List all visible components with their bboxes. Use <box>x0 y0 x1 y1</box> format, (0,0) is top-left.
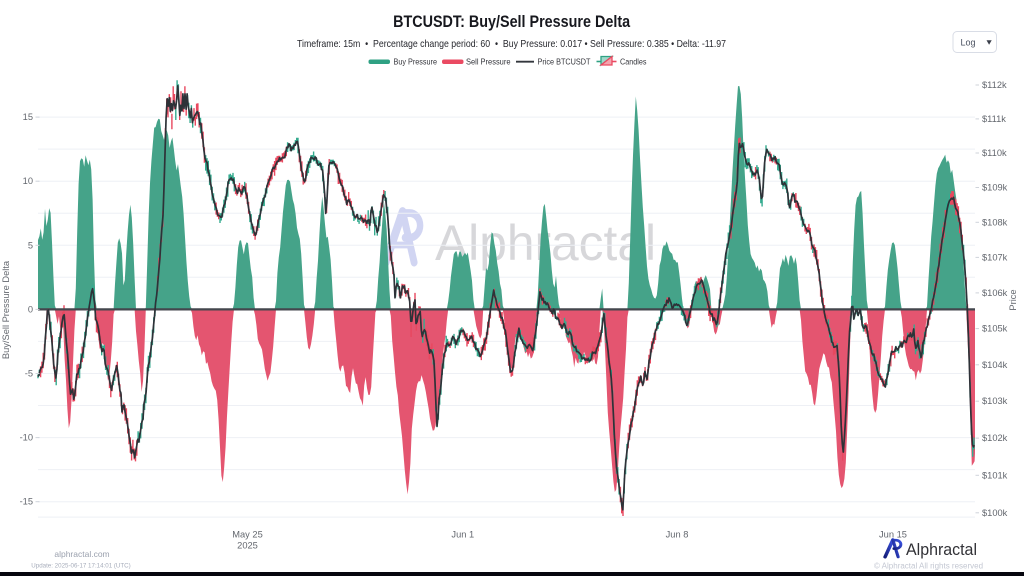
svg-text:BTCUSDT: Buy/Sell Pressure Del: BTCUSDT: Buy/Sell Pressure Delta <box>393 12 630 31</box>
svg-text:Candles: Candles <box>620 57 647 67</box>
svg-text:$109k: $109k <box>982 183 1008 193</box>
svg-text:$101k: $101k <box>982 470 1008 480</box>
svg-text:May 25: May 25 <box>232 530 263 540</box>
svg-text:Update: 2025-06-17 17:14:01 (U: Update: 2025-06-17 17:14:01 (UTC) <box>31 563 130 570</box>
svg-text:Price BTCUSDT: Price BTCUSDT <box>538 57 592 67</box>
svg-text:5: 5 <box>28 240 33 250</box>
svg-text:-10: -10 <box>20 433 33 443</box>
svg-text:-15: -15 <box>20 497 33 507</box>
svg-text:$100k: $100k <box>982 508 1008 518</box>
svg-text:$102k: $102k <box>982 433 1008 443</box>
svg-text:-5: -5 <box>25 369 33 379</box>
svg-text:10: 10 <box>23 176 33 186</box>
svg-text:Jun 15: Jun 15 <box>879 530 907 540</box>
svg-text:Log: Log <box>961 37 976 47</box>
svg-text:Jun 1: Jun 1 <box>451 530 474 540</box>
svg-text:Buy Pressure: Buy Pressure <box>394 57 438 67</box>
svg-text:Jun 8: Jun 8 <box>666 530 689 540</box>
svg-text:$110k: $110k <box>982 148 1007 158</box>
svg-text:Timeframe: 15m • Percentage: Timeframe: 15m • Percentage change perio… <box>297 39 726 50</box>
svg-text:$104k: $104k <box>982 360 1008 370</box>
svg-text:Sell Pressure: Sell Pressure <box>466 57 511 67</box>
svg-text:$108k: $108k <box>982 217 1008 227</box>
svg-text:Price: Price <box>1008 289 1018 310</box>
svg-text:$106k: $106k <box>982 288 1008 298</box>
svg-text:$112k: $112k <box>982 80 1007 90</box>
svg-text:alphractal.com: alphractal.com <box>54 549 109 559</box>
svg-text:$107k: $107k <box>982 252 1008 262</box>
svg-text:$111k: $111k <box>982 114 1006 124</box>
svg-text:2025: 2025 <box>237 541 258 551</box>
svg-text:© Alphractal All rights reserv: © Alphractal All rights reserved <box>874 562 983 571</box>
svg-text:15: 15 <box>23 112 33 122</box>
svg-text:Alphractal: Alphractal <box>906 540 977 559</box>
svg-text:$105k: $105k <box>982 324 1008 334</box>
svg-text:Buy/Sell Pressure Delta: Buy/Sell Pressure Delta <box>1 260 11 359</box>
svg-text:0: 0 <box>28 304 33 314</box>
svg-text:$103k: $103k <box>982 396 1008 406</box>
